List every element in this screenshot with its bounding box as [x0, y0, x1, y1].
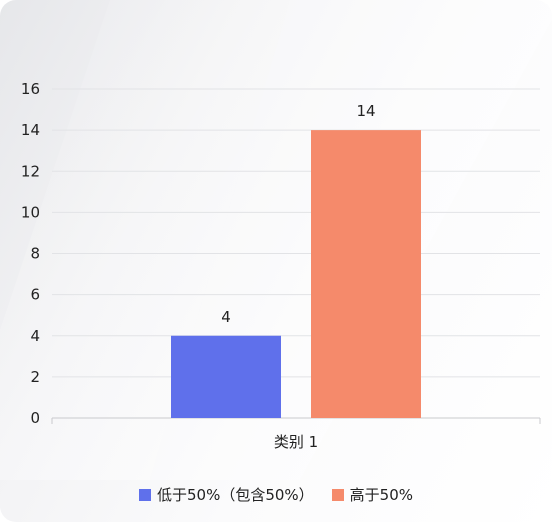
y-tick-label: 8 [30, 245, 40, 263]
data-label: 4 [221, 308, 231, 326]
bar [171, 335, 281, 418]
legend-item: 高于50% [331, 484, 414, 505]
y-tick-label: 2 [30, 368, 40, 386]
y-tick-label: 14 [21, 121, 40, 139]
legend-swatch [138, 488, 151, 501]
bar [311, 130, 421, 418]
x-category-label: 类别 1 [274, 433, 318, 451]
data-label: 14 [356, 102, 375, 120]
y-tick-label: 12 [21, 162, 40, 180]
legend-swatch [331, 488, 344, 501]
y-tick-label: 10 [21, 203, 40, 221]
y-tick-label: 16 [21, 80, 40, 98]
bar-chart: 0 2 4 6 8 10 12 14 16 4 14 类别 1 [0, 0, 541, 480]
legend-label: 高于50% [349, 486, 414, 504]
background-sheen [0, 0, 290, 480]
y-tick-label: 6 [30, 286, 40, 304]
chart-legend: 低于50%（包含50%） 高于50% [0, 484, 552, 505]
chart-card: 0 2 4 6 8 10 12 14 16 4 14 类别 1 低于50%（包含50%） 高于50% [0, 0, 552, 522]
legend-label: 低于50%（包含50%） [156, 486, 314, 504]
legend-item: 低于50%（包含50%） [138, 484, 314, 505]
y-tick-label: 0 [30, 409, 40, 427]
y-tick-label: 4 [30, 327, 40, 345]
